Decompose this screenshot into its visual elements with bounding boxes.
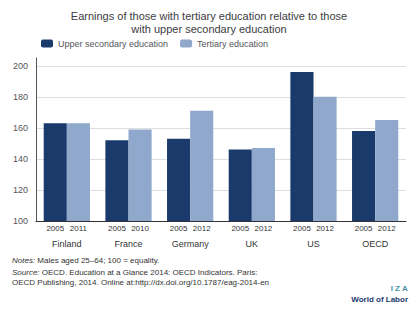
svg-text:France: France [114, 239, 142, 249]
svg-text:Earnings of those with tertiar: Earnings of those with tertiary educatio… [71, 10, 347, 22]
svg-text:140: 140 [13, 154, 28, 164]
svg-text:Upper secondary education: Upper secondary education [58, 39, 168, 49]
svg-text:120: 120 [13, 185, 28, 195]
svg-text:2012: 2012 [193, 224, 211, 233]
svg-text:World of Labor: World of Labor [351, 295, 408, 304]
svg-text:160: 160 [13, 123, 28, 133]
svg-text:OECD Publishing, 2014. Online: OECD Publishing, 2014. Online at:http://… [12, 278, 269, 287]
svg-text:Germany: Germany [172, 239, 210, 249]
svg-text:Tertiary education: Tertiary education [197, 39, 268, 49]
svg-text:I Z A: I Z A [391, 284, 408, 293]
svg-text:2005: 2005 [355, 224, 373, 233]
svg-text:2005: 2005 [108, 224, 126, 233]
svg-text:2005: 2005 [293, 224, 311, 233]
svg-text:100: 100 [13, 216, 28, 226]
svg-text:Notes:: Notes: [12, 256, 35, 265]
svg-text:180: 180 [13, 92, 28, 102]
svg-text:2012: 2012 [378, 224, 396, 233]
svg-text:Source:: Source: [12, 268, 40, 277]
svg-text:Males aged 25–64; 100 = equali: Males aged 25–64; 100 = equality. [35, 256, 159, 265]
svg-text:Finland: Finland [52, 239, 82, 249]
svg-text:2011: 2011 [70, 224, 88, 233]
svg-text:200: 200 [13, 61, 28, 71]
svg-text:2010: 2010 [131, 224, 149, 233]
svg-text:2012: 2012 [254, 224, 272, 233]
svg-text:2005: 2005 [170, 224, 188, 233]
svg-text:US: US [307, 239, 320, 249]
svg-text:OECD: OECD [362, 239, 389, 249]
svg-text:OECD. Education at a Glance 20: OECD. Education at a Glance 2014: OECD I… [40, 268, 258, 277]
svg-text:2005: 2005 [46, 224, 64, 233]
svg-text:2012: 2012 [316, 224, 334, 233]
svg-text:UK: UK [246, 239, 259, 249]
svg-text:2005: 2005 [231, 224, 249, 233]
svg-text:with upper secondary education: with upper secondary education [130, 23, 286, 35]
